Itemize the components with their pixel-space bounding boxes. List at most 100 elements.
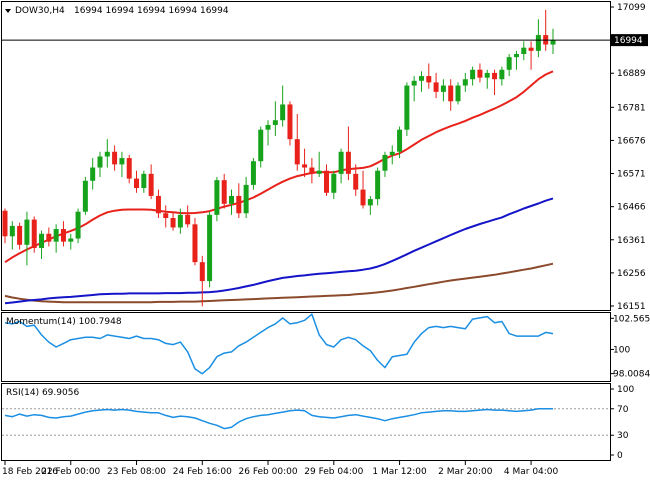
- rsi-tick-label: 0: [617, 451, 623, 461]
- candle-body: [309, 167, 315, 174]
- candle-body: [484, 72, 490, 78]
- candle-body: [316, 170, 322, 174]
- rsi-tick-label: 100: [617, 385, 634, 395]
- price-panel: [1, 1, 611, 311]
- candle-body: [448, 85, 454, 102]
- momentum-tick-label: 100: [613, 345, 630, 355]
- candle-body: [375, 170, 381, 200]
- price-tick-label: 16889: [617, 69, 646, 79]
- price-tick-label: 16256: [617, 269, 646, 279]
- candle-body: [9, 225, 15, 237]
- last-price-label: 16994: [614, 36, 643, 46]
- candle-body: [338, 151, 344, 174]
- candle-body: [2, 210, 8, 237]
- rsi-panel: [1, 383, 611, 461]
- price-tick-label: 16571: [617, 170, 646, 180]
- time-tick-label: 1 Mar 12:00: [372, 467, 427, 477]
- candle-body: [170, 218, 176, 228]
- candle-body: [148, 173, 154, 196]
- candle-body: [229, 195, 235, 204]
- candle-body: [550, 40, 556, 45]
- price-tick-label: 16466: [617, 203, 646, 213]
- candle-body: [280, 104, 286, 121]
- candle-body: [294, 139, 300, 165]
- price-tick-label: 16151: [617, 302, 646, 312]
- candle-body: [82, 180, 88, 212]
- candle-body: [126, 158, 132, 179]
- candle-body: [163, 213, 169, 219]
- time-tick-label: 4 Mar 04:00: [504, 467, 559, 477]
- time-tick-label: 23 Feb 08:00: [107, 467, 166, 477]
- candle-body: [382, 154, 388, 171]
- rsi-line: [4, 408, 553, 430]
- candle-body: [24, 219, 30, 245]
- candle-body: [440, 85, 446, 92]
- momentum-axis: 102.5654 100 98.0084: [610, 314, 650, 380]
- candle-body: [411, 80, 417, 86]
- rsi-tick-label: 30: [617, 431, 629, 441]
- candle-body: [499, 69, 505, 80]
- candle-body: [287, 104, 293, 140]
- price-line-group: 16994: [2, 34, 648, 47]
- collapse-triangle-icon[interactable]: [5, 9, 11, 13]
- candle-body: [243, 184, 249, 214]
- sma-mid-line: [4, 197, 554, 305]
- candle-body: [367, 199, 373, 206]
- ohlc-values: 16994 16994 16994 16994 16994: [74, 6, 229, 16]
- price-tick-label: 16361: [617, 236, 646, 246]
- candle-body: [221, 180, 227, 204]
- symbol-label: DOW30,H4: [15, 6, 65, 16]
- price-axis: 17099 16889 16781 16676 16571 16466 16361 16256…: [610, 3, 646, 312]
- candle-body: [119, 158, 125, 165]
- candle-body: [470, 69, 476, 80]
- candle-body: [199, 262, 205, 282]
- candle-body: [134, 178, 140, 189]
- candle-body: [426, 76, 432, 83]
- candle-body: [68, 238, 74, 242]
- candle-body: [214, 180, 220, 215]
- candle-body: [39, 233, 45, 248]
- momentum-line: [4, 313, 554, 375]
- momentum-panel: [1, 312, 611, 382]
- candle-body: [141, 173, 147, 189]
- candle-body: [258, 129, 264, 162]
- candle-body: [389, 151, 395, 155]
- price-tick-label: 16676: [617, 136, 646, 146]
- candle-body: [265, 124, 271, 130]
- candle-body: [513, 53, 519, 58]
- candle-body: [250, 161, 256, 185]
- candle-body: [521, 47, 527, 54]
- candle-body: [345, 151, 351, 174]
- candle-body: [75, 211, 81, 239]
- last-price-box: [610, 34, 648, 47]
- candle-body: [185, 214, 191, 225]
- rsi-axis: 100 70 30 0: [2, 385, 634, 461]
- time-tick-label: 22 Feb 00:00: [41, 467, 100, 477]
- candle-body: [477, 69, 483, 78]
- price-tick-label: 16781: [617, 103, 646, 113]
- time-tick-label: 2 Mar 20:00: [438, 467, 493, 477]
- candle-body: [31, 219, 37, 248]
- candle-body: [60, 229, 66, 242]
- candle-body: [433, 82, 439, 92]
- candle-body: [155, 195, 161, 214]
- candle-body: [418, 76, 424, 81]
- rsi-title: RSI(14) 69.9056: [6, 388, 79, 398]
- candles-group: [2, 9, 556, 307]
- time-tick-label: 18 Feb 2016: [2, 467, 58, 477]
- candle-body: [207, 214, 213, 282]
- candle-body: [302, 164, 308, 168]
- candle-body: [192, 224, 198, 263]
- candle-body: [455, 85, 461, 102]
- symbol-header: DOW30,H4 16994 16994 16994 16994 16994: [5, 6, 229, 16]
- candle-body: [236, 195, 242, 214]
- sma-fast-line: [4, 70, 554, 264]
- sma-fast-group: [4, 70, 554, 264]
- candle-body: [331, 173, 337, 193]
- time-tick-label: 26 Feb 00:00: [239, 467, 298, 477]
- candle-body: [104, 151, 110, 157]
- sma-slow-line: [4, 262, 554, 304]
- momentum-tick-label: 98.0084: [613, 370, 650, 380]
- candle-body: [506, 57, 512, 70]
